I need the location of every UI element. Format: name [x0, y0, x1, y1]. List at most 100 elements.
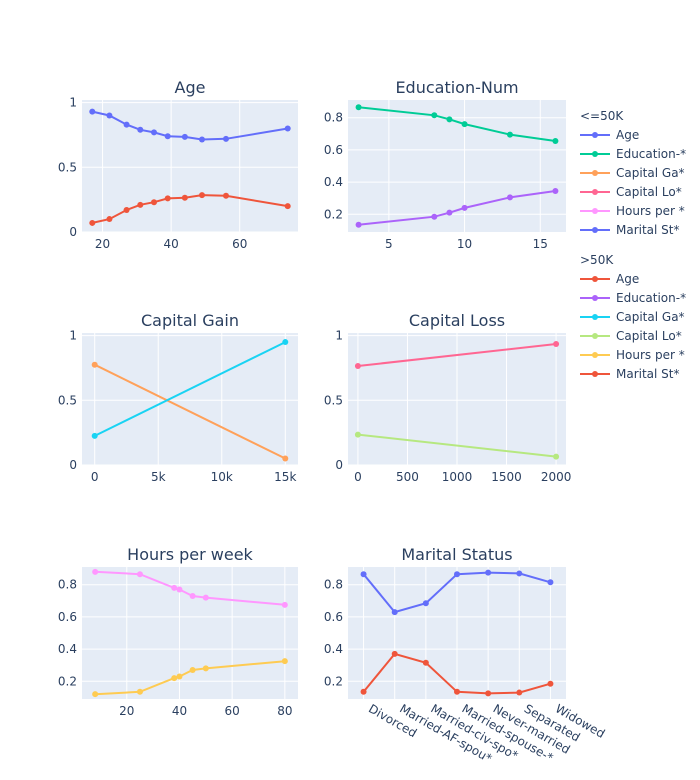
y-tick-label: 0.2: [324, 207, 343, 221]
data-point: [199, 136, 205, 143]
data-point: [506, 131, 513, 138]
legend-item: Marital St*: [580, 367, 680, 381]
data-point: [506, 194, 513, 201]
data-point: [461, 204, 468, 211]
data-point: [164, 195, 171, 202]
data-point: [89, 108, 96, 115]
legend-swatch-marker: [592, 227, 598, 233]
data-point: [137, 201, 144, 208]
y-tick-label: 0.2: [324, 674, 343, 688]
x-tick-label: 1000: [442, 470, 473, 484]
data-point: [454, 571, 460, 578]
data-point: [176, 673, 183, 680]
data-point: [446, 209, 453, 216]
y-tick-label: 0.8: [324, 578, 343, 592]
series-line: [357, 433, 557, 458]
legend-item: Marital St*: [580, 223, 680, 237]
x-tick-label: 15: [533, 237, 548, 251]
series-line: [92, 110, 288, 141]
x-tick-label: 20: [119, 704, 134, 718]
data-point: [446, 116, 453, 123]
data-point: [360, 688, 367, 695]
data-point: [354, 363, 361, 369]
data-point: [355, 104, 362, 111]
plot-area: [82, 333, 298, 465]
data-point: [354, 431, 361, 438]
data-point: [516, 570, 523, 577]
data-point: [151, 199, 157, 206]
y-tick-label: 1: [69, 329, 77, 343]
y-tick-label: 0.8: [58, 578, 77, 592]
plot-area: [82, 100, 298, 232]
subplot-title: Capital Loss: [409, 311, 505, 330]
y-tick-label: 0: [69, 458, 77, 472]
legend-swatch-marker: [592, 208, 598, 214]
legend-swatch-marker: [592, 333, 598, 339]
data-point: [223, 135, 229, 142]
data-point: [454, 688, 460, 695]
subplot-title: Marital Status: [401, 545, 512, 564]
subplot-2: 0.2 0.4 0.6 0.8 5 10 15 Education-Num: [324, 78, 566, 251]
x-tick-label: 80: [277, 704, 292, 718]
data-point: [91, 361, 98, 368]
x-tick-label: 60: [232, 237, 247, 251]
data-point: [181, 194, 188, 201]
series-line: [357, 343, 557, 367]
data-point: [92, 568, 99, 575]
x-tick-label: 5: [385, 237, 393, 251]
legend-label: Marital St*: [616, 223, 680, 237]
legend-label: Capital Lo*: [616, 185, 682, 199]
legend-label: Marital St*: [616, 367, 680, 381]
data-point: [199, 192, 205, 199]
data-point: [189, 592, 196, 599]
subplot-title: Capital Gain: [141, 311, 239, 330]
legend-label: Education-*: [616, 147, 686, 161]
x-tick-label: 40: [172, 704, 187, 718]
data-point: [123, 207, 130, 213]
series-line: [358, 106, 556, 142]
subplot-5: 0.2 0.4 0.6 0.8 20 40 60 80 Hours per week: [58, 545, 298, 718]
y-tick-label: 0: [335, 458, 343, 472]
data-point: [360, 571, 367, 578]
subplot-title: Hours per week: [127, 545, 253, 564]
y-tick-label: 0.5: [58, 393, 77, 407]
legend-item: Capital Lo*: [580, 329, 682, 343]
data-point: [92, 691, 99, 698]
data-point: [137, 126, 144, 133]
series-line: [358, 190, 556, 226]
data-point: [282, 455, 289, 462]
x-tick-label: 60: [225, 704, 240, 718]
subplot-3: 0 0.5 1 0 5k 10k 15k Capital Gain: [58, 311, 298, 484]
legend-label: Capital Lo*: [616, 329, 682, 343]
data-point: [176, 586, 183, 593]
data-point: [164, 133, 171, 140]
data-point: [547, 579, 554, 586]
data-point: [171, 675, 178, 682]
legend-item: Education-*: [580, 291, 686, 305]
legend-swatch-marker: [592, 189, 598, 195]
legend-label: Capital Ga*: [616, 310, 685, 324]
y-tick-label: 0.8: [324, 111, 343, 125]
x-tick-label: 20: [95, 237, 110, 251]
y-tick-label: 0.5: [324, 393, 343, 407]
data-point: [284, 203, 291, 210]
x-tick-label: 0: [91, 470, 99, 484]
x-tick-label: 5k: [151, 470, 166, 484]
legend-item: Capital Lo*: [580, 185, 682, 199]
data-point: [552, 187, 559, 194]
series-line: [92, 194, 288, 224]
legend-item: Hours per *: [580, 204, 685, 218]
data-point: [106, 112, 113, 119]
legend-group-title: <=50K: [580, 109, 624, 123]
legend-label: Age: [616, 272, 639, 286]
y-tick-label: 0.6: [58, 610, 77, 624]
y-tick-label: 0.4: [58, 642, 77, 656]
data-point: [516, 689, 523, 696]
data-point: [552, 138, 559, 145]
data-point: [461, 121, 468, 128]
data-point: [431, 213, 438, 220]
data-point: [281, 658, 288, 665]
x-tick-label: 2000: [541, 470, 572, 484]
legend-label: Hours per *: [616, 204, 685, 218]
data-point: [553, 341, 560, 347]
